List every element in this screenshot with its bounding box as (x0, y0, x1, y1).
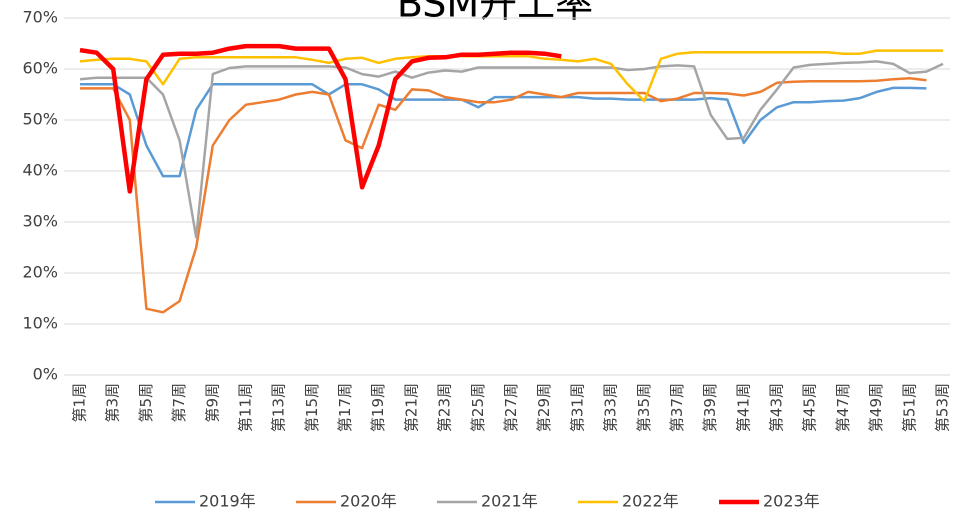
x-tick-label: 第45周 (801, 383, 819, 432)
x-tick-label: 第15周 (303, 383, 321, 432)
y-tick-label: 30% (22, 212, 58, 231)
x-tick-label: 第23周 (436, 383, 454, 432)
y-tick-label: 70% (22, 8, 58, 27)
legend-label: 2019年 (199, 492, 256, 511)
legend-label: 2023年 (763, 492, 820, 511)
series-line (80, 76, 927, 314)
x-tick-label: 第21周 (402, 383, 420, 432)
series-line (79, 49, 943, 103)
x-tick-label: 第17周 (336, 383, 354, 432)
y-tick-label: 50% (22, 110, 58, 129)
legend-label: 2021年 (481, 492, 538, 511)
x-tick-label: 第49周 (867, 383, 885, 432)
series-line (80, 83, 927, 178)
x-tick-label: 第25周 (469, 383, 487, 432)
x-tick-label: 第13周 (270, 383, 288, 432)
x-tick-label: 第29周 (535, 383, 553, 432)
legend-label: 2020年 (340, 492, 397, 511)
x-tick-label: 第51周 (900, 383, 918, 432)
y-tick-label: 0% (33, 365, 58, 384)
x-tick-label: 第47周 (834, 383, 852, 432)
x-tick-label: 第19周 (369, 383, 387, 432)
x-tick-label: 第43周 (768, 383, 786, 432)
y-tick-label: 20% (22, 263, 58, 282)
series-line (79, 60, 944, 239)
legend-label: 2022年 (622, 492, 679, 511)
x-tick-label: 第11周 (236, 383, 254, 432)
x-tick-label: 第35周 (635, 383, 653, 432)
x-tick-label: 第39周 (701, 383, 719, 432)
x-tick-label: 第7周 (170, 383, 188, 423)
x-tick-label: 第27周 (502, 383, 520, 432)
y-tick-label: 60% (22, 59, 58, 78)
x-tick-label: 第37周 (668, 383, 686, 432)
y-tick-label: 40% (22, 161, 58, 180)
x-tick-label: 第3周 (104, 383, 122, 423)
x-tick-label: 第1周 (71, 383, 89, 423)
x-tick-label: 第53周 (934, 383, 952, 432)
x-tick-label: 第9周 (203, 383, 221, 423)
y-tick-label: 10% (22, 314, 58, 333)
chart-title: BSM开工率 (397, 0, 593, 26)
x-tick-label: 第41周 (734, 383, 752, 432)
x-tick-label: 第31周 (568, 383, 586, 432)
x-tick-label: 第33周 (602, 383, 620, 432)
x-tick-label: 第5周 (137, 383, 155, 423)
series-line (79, 43, 562, 194)
